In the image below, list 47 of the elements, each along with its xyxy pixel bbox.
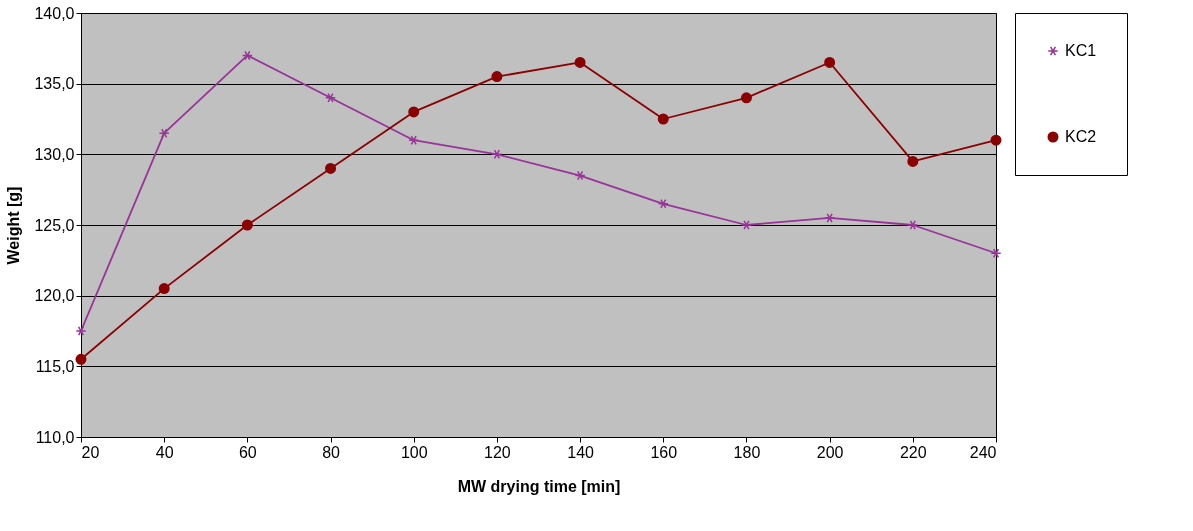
x-tick-label: 100: [400, 443, 428, 461]
x-tick-label: 160: [650, 443, 678, 461]
point: [241, 50, 253, 61]
point: [241, 219, 253, 231]
legend-label: KC1: [1065, 42, 1097, 59]
y-tick-label: 110,0: [35, 428, 75, 446]
x-tick-label: 180: [733, 443, 761, 461]
y-tick-label: 140,0: [34, 4, 75, 22]
point: [657, 198, 669, 209]
point: [158, 283, 170, 295]
point: [740, 220, 752, 230]
point: [740, 92, 752, 104]
point: [990, 134, 1002, 146]
x-tick-label: 220: [899, 443, 927, 461]
x-tick-label: 60: [238, 443, 257, 461]
point: [158, 128, 170, 139]
x-tick-label: 80: [322, 443, 341, 461]
point: [491, 149, 503, 160]
x-tick-label: 120: [484, 443, 511, 461]
point: [907, 220, 919, 230]
x-tick-label: 240: [969, 443, 997, 461]
y-tick-label: 125,0: [34, 216, 75, 234]
y-axis-title: Weight [g]: [5, 186, 23, 265]
y-tick-label: 130,0: [34, 145, 75, 163]
point: [907, 155, 919, 167]
x-tick-label: 20: [81, 443, 100, 461]
x-tick-label: 40: [155, 443, 174, 461]
x-tick-label: 200: [816, 443, 844, 461]
point: [574, 170, 586, 181]
point: [491, 71, 503, 83]
point: [408, 106, 420, 118]
y-tick-label: 115,0: [35, 357, 75, 375]
point: [824, 213, 836, 223]
point: [75, 326, 87, 336]
x-axis-title: MW drying time [min]: [457, 477, 621, 495]
point: [657, 113, 669, 125]
y-tick-label: 120,0: [34, 287, 75, 305]
point: [574, 56, 586, 68]
point: [75, 353, 87, 365]
point: [824, 56, 836, 68]
point: [325, 92, 337, 103]
point: [408, 135, 420, 146]
y-tick-label: 135,0: [34, 75, 75, 93]
point: [990, 248, 1002, 259]
x-tick-label: 140: [567, 443, 595, 461]
legend-label: KC2: [1065, 128, 1097, 145]
point: [325, 162, 337, 174]
